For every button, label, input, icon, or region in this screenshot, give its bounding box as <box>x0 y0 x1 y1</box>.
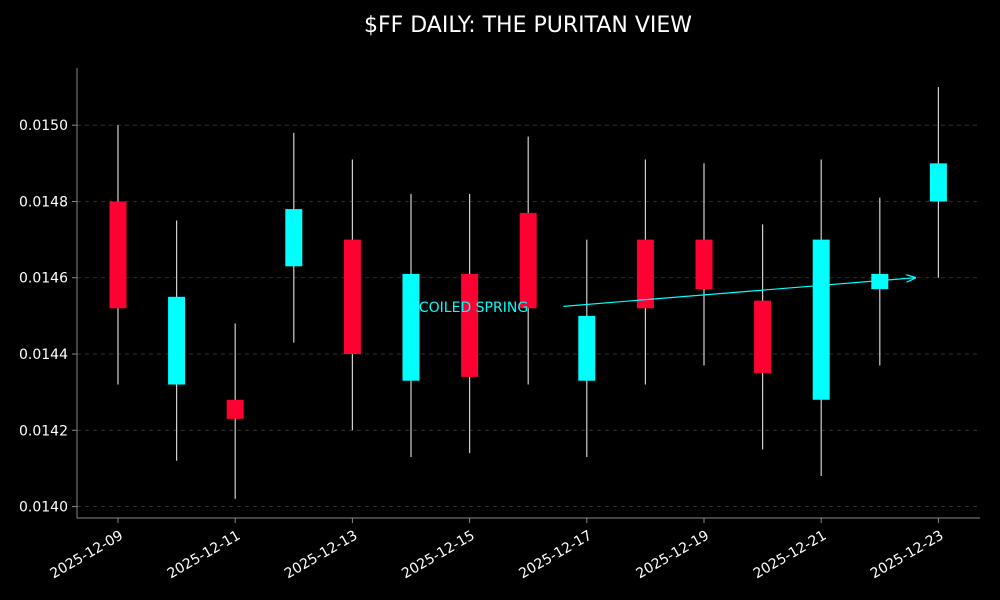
candle-2025-12-22 <box>871 197 889 366</box>
candle-2025-12-11 <box>226 323 244 499</box>
candle-body-down <box>343 239 361 355</box>
candle-body-up <box>168 296 186 385</box>
candle-2025-12-15 <box>461 193 479 454</box>
candle-body-up <box>402 273 420 381</box>
candle-body-up <box>285 209 303 267</box>
candle-2025-12-19 <box>695 163 713 366</box>
annotation-arrow <box>563 278 915 307</box>
x-tick-label: 2025-12-19 <box>634 528 712 583</box>
candle-2025-12-13 <box>343 159 361 431</box>
candle-2025-12-09 <box>109 125 127 385</box>
x-tick-label: 2025-12-15 <box>399 528 477 583</box>
candle-body-up <box>578 315 596 381</box>
candle-body-down <box>754 300 772 374</box>
candle-body-down <box>226 399 244 419</box>
candle-body-down <box>636 239 654 309</box>
x-tick-label: 2025-12-11 <box>165 528 243 583</box>
x-tick-label: 2025-12-13 <box>282 528 360 583</box>
candle-body-up <box>871 273 889 290</box>
y-tick-label: 0.0146 <box>19 271 68 287</box>
candle-body-down <box>519 212 537 309</box>
candle-body-down <box>109 201 127 309</box>
candle-2025-12-20 <box>754 224 772 450</box>
y-tick-label: 0.0148 <box>19 194 68 210</box>
candle-body-up <box>812 239 830 400</box>
candles <box>109 87 947 499</box>
annotation-label: COILED SPRING <box>419 300 528 316</box>
candle-2025-12-14 <box>402 193 420 457</box>
candle-2025-12-23 <box>929 87 947 278</box>
y-tick-label: 0.0150 <box>19 118 68 134</box>
x-tick-label: 2025-12-17 <box>516 528 594 583</box>
candle-2025-12-21 <box>812 159 830 477</box>
candle-body-down <box>461 273 479 377</box>
x-tick-label: 2025-12-23 <box>868 528 946 583</box>
axes: 0.0140 0.0142 0.0144 0.0146 0.0148 0.0150 2025… <box>19 68 980 582</box>
x-tick-label: 2025-12-09 <box>48 528 126 583</box>
y-tick-label: 0.0144 <box>19 347 68 363</box>
candle-2025-12-18 <box>636 159 654 385</box>
candle-body-down <box>695 239 713 290</box>
chart-title: $FF DAILY: THE PURITAN VIEW <box>364 13 692 38</box>
candle-body-up <box>929 163 947 202</box>
candle-2025-12-17 <box>578 239 596 457</box>
y-tick-label: 0.0140 <box>19 500 68 516</box>
candle-2025-12-12 <box>285 132 303 343</box>
annotations: COILED SPRING <box>419 278 915 316</box>
x-tick-label: 2025-12-21 <box>751 528 829 583</box>
candle-2025-12-16 <box>519 136 537 385</box>
candle-2025-12-10 <box>168 220 186 461</box>
y-tick-label: 0.0142 <box>19 423 68 439</box>
